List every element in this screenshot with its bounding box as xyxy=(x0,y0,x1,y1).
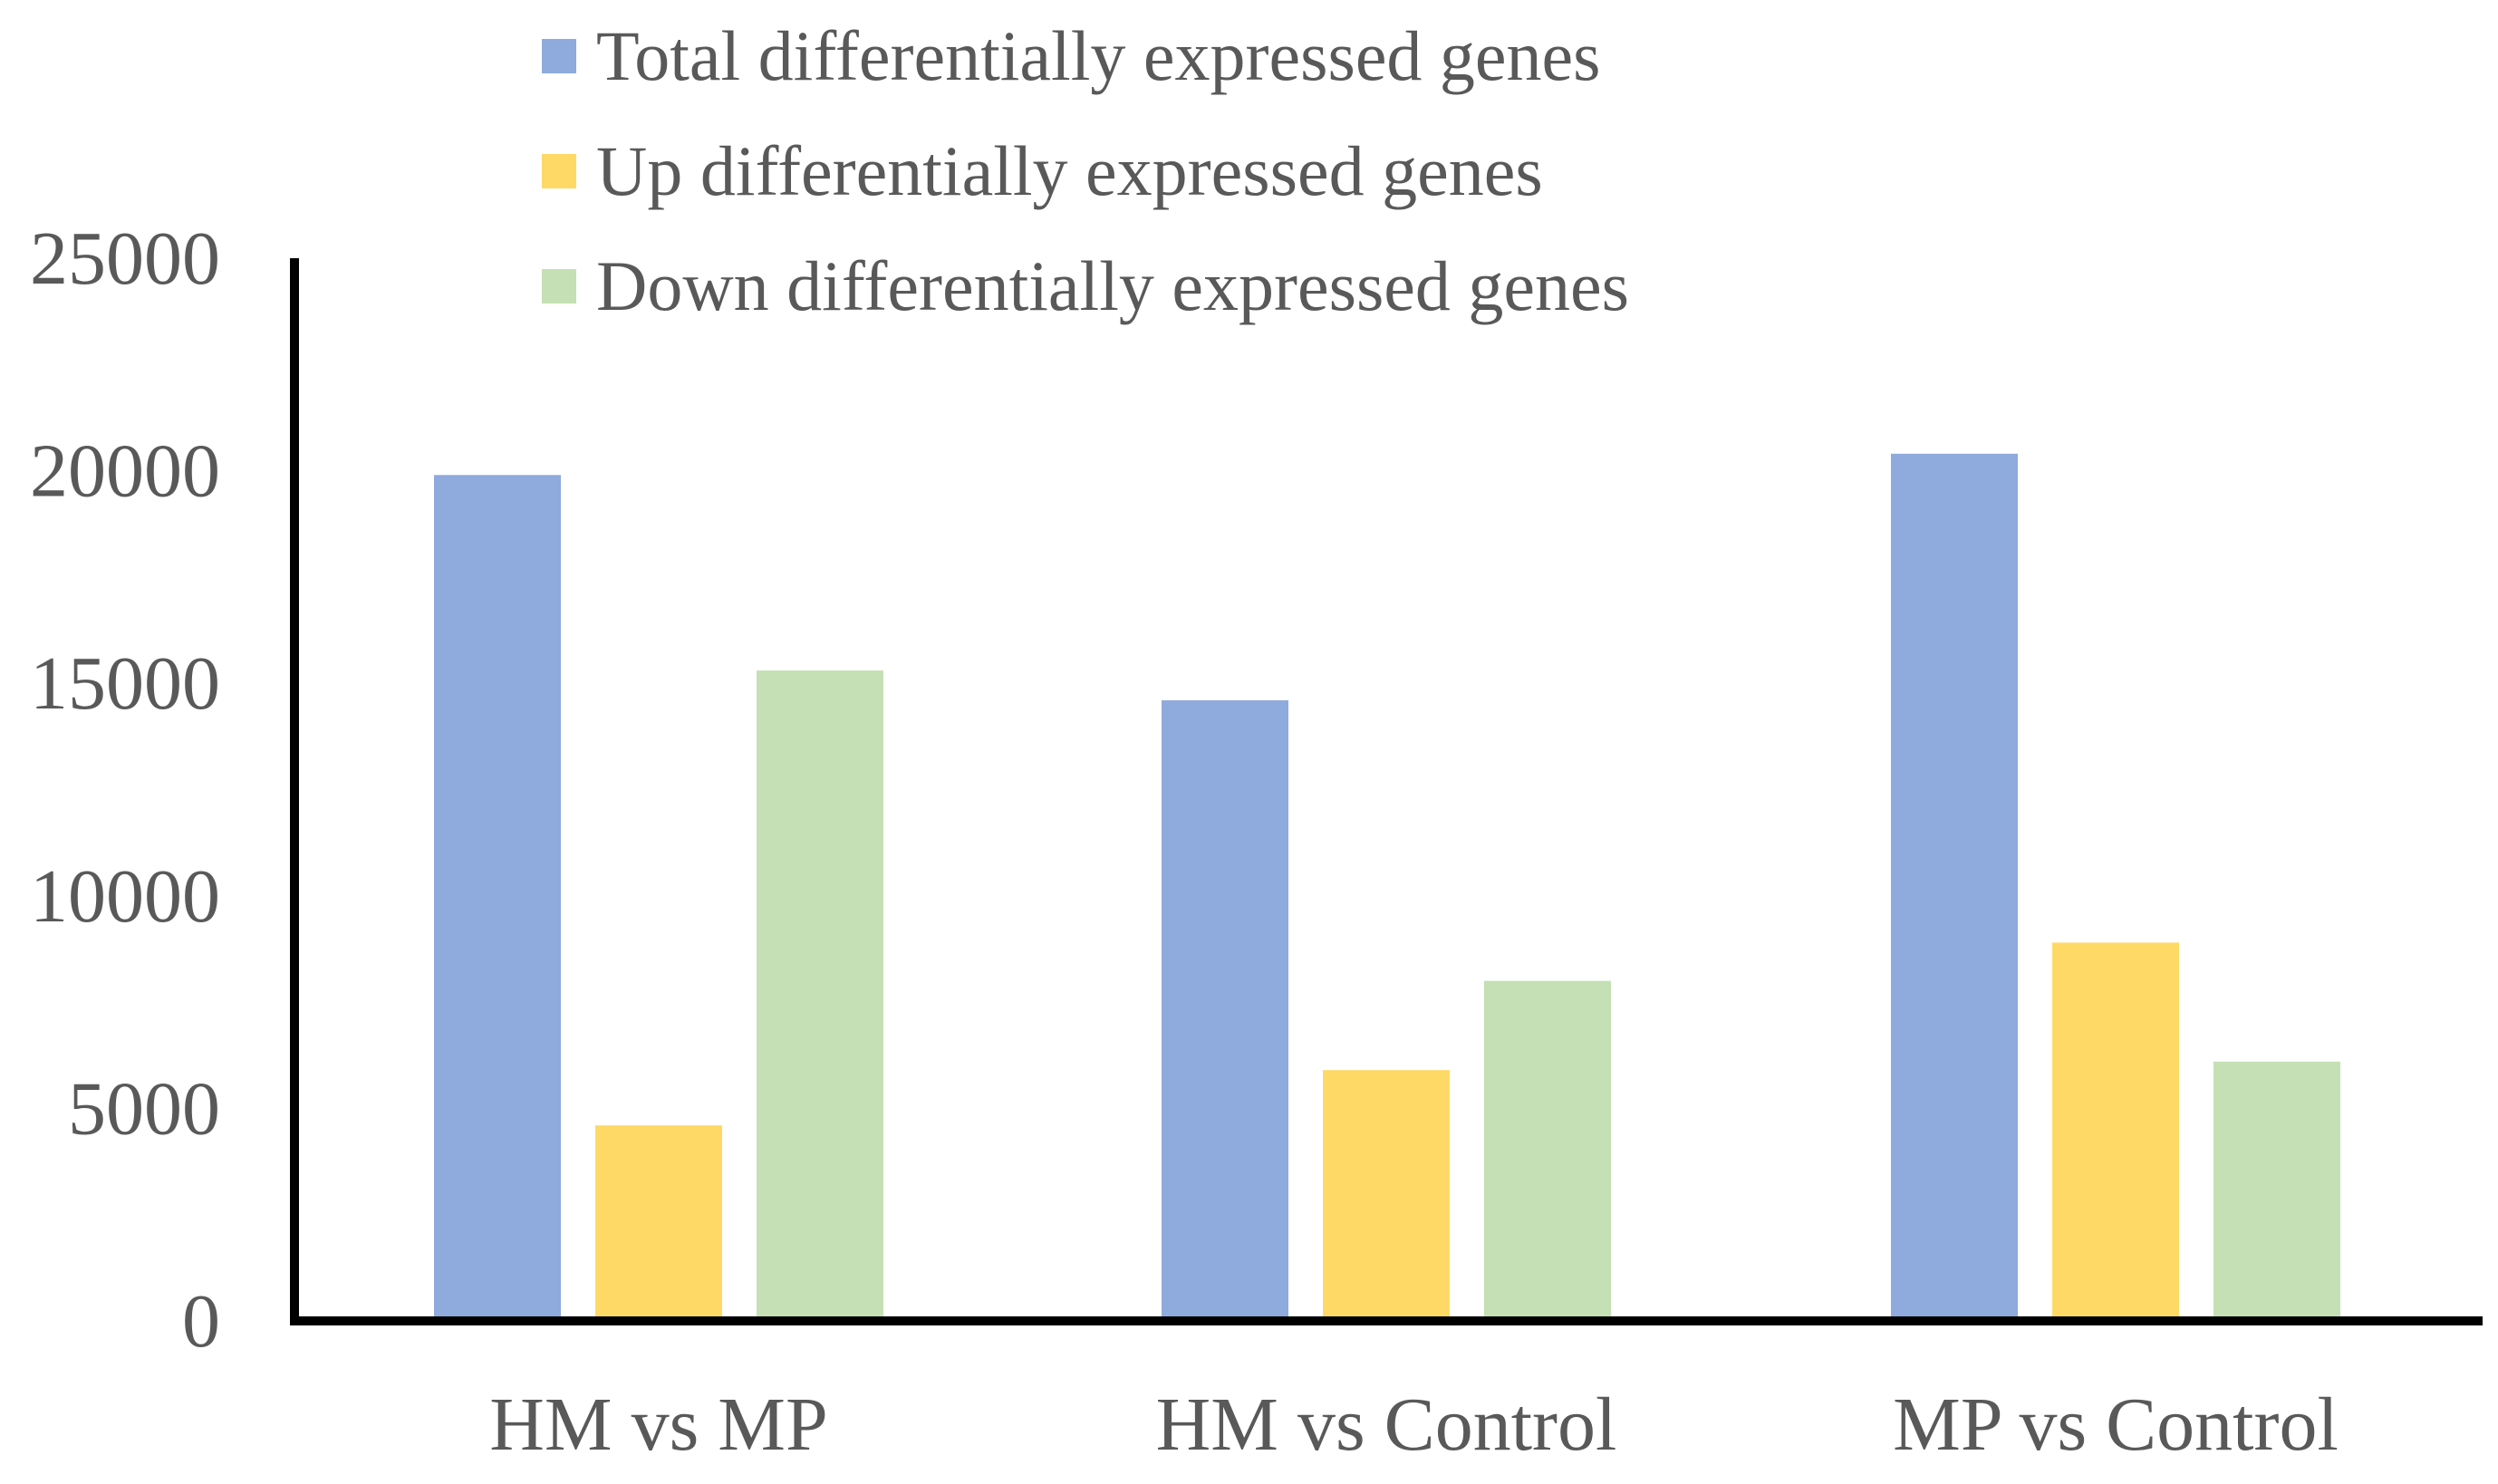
y-tick-labels: 0 5000 10000 15000 20000 25000 xyxy=(30,217,220,1364)
legend: Total differentially expressed genes Up d… xyxy=(542,16,1629,325)
bar-up-1 xyxy=(1323,1070,1450,1321)
y-tick-label: 0 xyxy=(182,1279,220,1364)
y-tick-label: 10000 xyxy=(30,854,220,939)
bar-total-2 xyxy=(1891,453,2018,1321)
y-tick-label: 25000 xyxy=(30,217,220,301)
y-tick-label: 5000 xyxy=(68,1066,220,1151)
bar-down-0 xyxy=(757,670,883,1321)
x-category-labels: HM vs MP HM vs Control MP vs Control xyxy=(489,1383,2339,1467)
legend-swatch xyxy=(542,154,576,188)
legend-label: Total differentially expressed genes xyxy=(596,16,1601,95)
legend-label: Up differentially expressed genes xyxy=(596,131,1543,210)
axes-layer xyxy=(290,258,2483,1325)
bar-total-1 xyxy=(1162,699,1288,1321)
x-category-label: HM vs Control xyxy=(1156,1383,1617,1467)
x-category-label: MP vs Control xyxy=(1893,1383,2339,1467)
x-category-label: HM vs MP xyxy=(489,1383,827,1467)
bar-up-2 xyxy=(2052,942,2179,1321)
y-tick-label: 20000 xyxy=(30,429,220,514)
legend-swatch xyxy=(542,269,576,304)
y-tick-label: 15000 xyxy=(30,641,220,726)
legend-swatch xyxy=(542,39,576,73)
bar-down-2 xyxy=(2213,1061,2340,1321)
bar-down-1 xyxy=(1484,980,1611,1321)
bar-total-0 xyxy=(434,475,561,1321)
bars-layer xyxy=(434,453,2340,1321)
legend-label: Down differentially expressed genes xyxy=(596,246,1629,325)
bar-up-0 xyxy=(595,1125,722,1321)
